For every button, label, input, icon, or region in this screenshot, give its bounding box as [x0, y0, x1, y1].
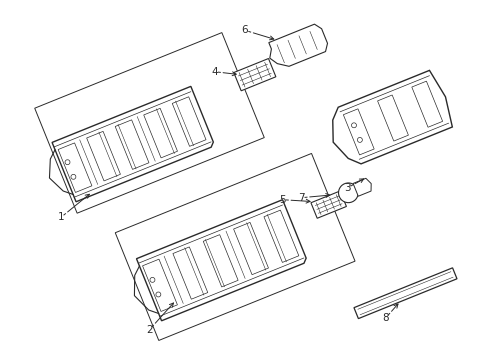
Polygon shape [173, 247, 207, 299]
Polygon shape [233, 59, 275, 91]
Text: 5: 5 [279, 195, 285, 205]
Text: 3: 3 [344, 183, 350, 193]
Polygon shape [310, 191, 346, 218]
Polygon shape [264, 210, 298, 262]
Text: 1: 1 [58, 212, 64, 222]
Polygon shape [203, 235, 238, 287]
Polygon shape [115, 153, 354, 341]
Polygon shape [353, 268, 456, 319]
Polygon shape [35, 33, 264, 213]
Polygon shape [332, 70, 451, 164]
Polygon shape [58, 143, 92, 193]
Polygon shape [343, 109, 373, 155]
Polygon shape [115, 120, 149, 170]
Polygon shape [172, 97, 205, 146]
Text: 7: 7 [297, 193, 304, 203]
Text: 6: 6 [241, 25, 248, 35]
Circle shape [338, 183, 358, 203]
Polygon shape [142, 259, 177, 311]
Text: 8: 8 [382, 313, 388, 323]
Polygon shape [143, 108, 177, 158]
Polygon shape [268, 24, 327, 66]
Polygon shape [52, 86, 213, 202]
Polygon shape [136, 200, 305, 321]
Text: 2: 2 [146, 325, 152, 335]
Polygon shape [86, 131, 120, 181]
Polygon shape [352, 178, 370, 196]
Polygon shape [233, 222, 268, 275]
Text: 4: 4 [211, 67, 217, 77]
Polygon shape [411, 81, 442, 127]
Polygon shape [377, 95, 407, 141]
